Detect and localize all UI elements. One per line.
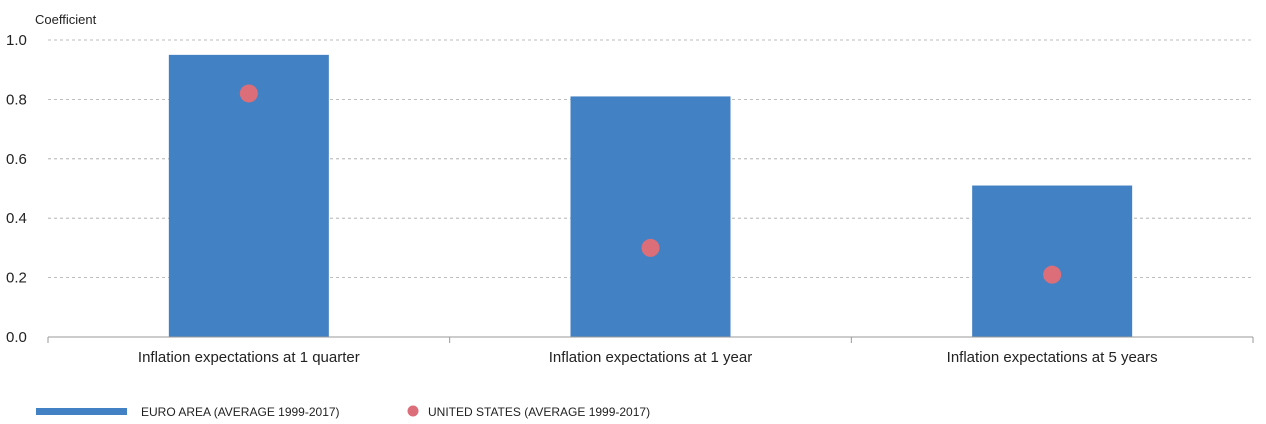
legend: EURO AREA (AVERAGE 1999-2017) UNITED STA… [36, 405, 650, 419]
point-united-states [1043, 265, 1062, 284]
legend-label-united-states: UNITED STATES (AVERAGE 1999-2017) [428, 405, 650, 419]
legend-label-euro-area: EURO AREA (AVERAGE 1999-2017) [141, 405, 340, 419]
point-united-states [239, 84, 258, 103]
legend-swatch-euro-area [36, 408, 127, 415]
axis-layer: 0.0 0.2 0.4 0.6 0.8 1.0 Inflation expectations… [6, 32, 1254, 366]
y-tick-label: 0.6 [6, 151, 27, 168]
y-tick-label: 0.0 [6, 329, 27, 346]
x-category-label: Inflation expectations at 1 quarter [138, 349, 360, 366]
y-tick-label: 1.0 [6, 32, 27, 49]
bar-layer [168, 54, 1133, 338]
bar-euro-area [570, 96, 731, 338]
y-axis-label: Coefficient [35, 12, 97, 27]
point-united-states [641, 238, 660, 257]
legend-marker-united-states [407, 405, 419, 417]
y-tick-label: 0.2 [6, 270, 27, 287]
x-category-label: Inflation expectations at 5 years [947, 349, 1158, 366]
y-tick-label: 0.8 [6, 91, 27, 108]
x-category-label: Inflation expectations at 1 year [549, 349, 752, 366]
point-layer [239, 84, 1062, 284]
bar-euro-area [972, 185, 1133, 337]
y-tick-label: 0.4 [6, 210, 27, 227]
